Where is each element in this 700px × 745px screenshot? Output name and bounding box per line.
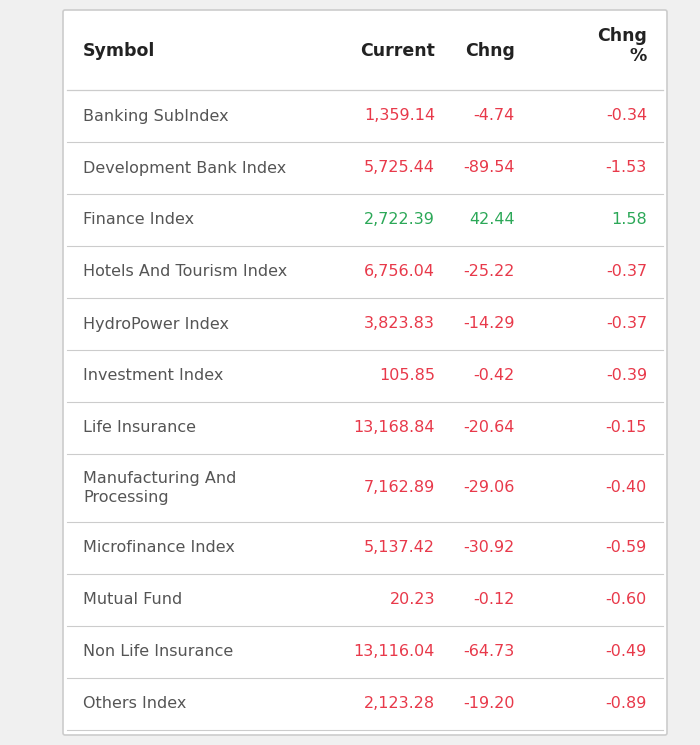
Text: 6,756.04: 6,756.04: [364, 264, 435, 279]
Text: Finance Index: Finance Index: [83, 212, 194, 227]
Text: -0.42: -0.42: [474, 369, 515, 384]
Text: -20.64: -20.64: [463, 420, 515, 436]
Text: 2,722.39: 2,722.39: [364, 212, 435, 227]
Text: Chng: Chng: [465, 42, 515, 60]
Text: 42.44: 42.44: [470, 212, 515, 227]
Text: -89.54: -89.54: [463, 160, 515, 176]
Text: 2,123.28: 2,123.28: [364, 697, 435, 711]
Text: Microfinance Index: Microfinance Index: [83, 541, 235, 556]
Text: -0.34: -0.34: [606, 109, 647, 124]
Text: Manufacturing And
Processing: Manufacturing And Processing: [83, 471, 237, 505]
Text: -64.73: -64.73: [463, 644, 515, 659]
Text: -0.60: -0.60: [606, 592, 647, 607]
Text: -0.37: -0.37: [606, 264, 647, 279]
Text: Symbol: Symbol: [83, 42, 155, 60]
Text: 3,823.83: 3,823.83: [364, 317, 435, 332]
Text: -0.37: -0.37: [606, 317, 647, 332]
Text: Banking SubIndex: Banking SubIndex: [83, 109, 229, 124]
Text: HydroPower Index: HydroPower Index: [83, 317, 229, 332]
Text: 5,137.42: 5,137.42: [364, 541, 435, 556]
Text: -29.06: -29.06: [463, 481, 515, 495]
FancyBboxPatch shape: [63, 10, 667, 735]
Text: Mutual Fund: Mutual Fund: [83, 592, 182, 607]
Text: -1.53: -1.53: [606, 160, 647, 176]
Text: 13,168.84: 13,168.84: [354, 420, 435, 436]
Text: -0.59: -0.59: [606, 541, 647, 556]
Text: 1.58: 1.58: [611, 212, 647, 227]
Text: -30.92: -30.92: [463, 541, 515, 556]
Text: Others Index: Others Index: [83, 697, 186, 711]
Text: 13,116.04: 13,116.04: [354, 644, 435, 659]
Text: Investment Index: Investment Index: [83, 369, 223, 384]
Text: -0.15: -0.15: [606, 420, 647, 436]
Text: 5,725.44: 5,725.44: [364, 160, 435, 176]
Text: -0.49: -0.49: [606, 644, 647, 659]
Text: 20.23: 20.23: [389, 592, 435, 607]
Text: -0.39: -0.39: [606, 369, 647, 384]
Text: -14.29: -14.29: [463, 317, 515, 332]
Text: -0.12: -0.12: [474, 592, 515, 607]
Text: -25.22: -25.22: [463, 264, 515, 279]
Text: 105.85: 105.85: [379, 369, 435, 384]
Text: -4.74: -4.74: [474, 109, 515, 124]
Text: Current: Current: [360, 42, 435, 60]
Text: Hotels And Tourism Index: Hotels And Tourism Index: [83, 264, 287, 279]
Text: -19.20: -19.20: [463, 697, 515, 711]
Text: 1,359.14: 1,359.14: [364, 109, 435, 124]
Text: 7,162.89: 7,162.89: [364, 481, 435, 495]
Text: -0.89: -0.89: [606, 697, 647, 711]
Text: Life Insurance: Life Insurance: [83, 420, 196, 436]
Text: Chng
%: Chng %: [597, 27, 647, 66]
Text: Non Life Insurance: Non Life Insurance: [83, 644, 233, 659]
Text: Development Bank Index: Development Bank Index: [83, 160, 286, 176]
Text: -0.40: -0.40: [606, 481, 647, 495]
